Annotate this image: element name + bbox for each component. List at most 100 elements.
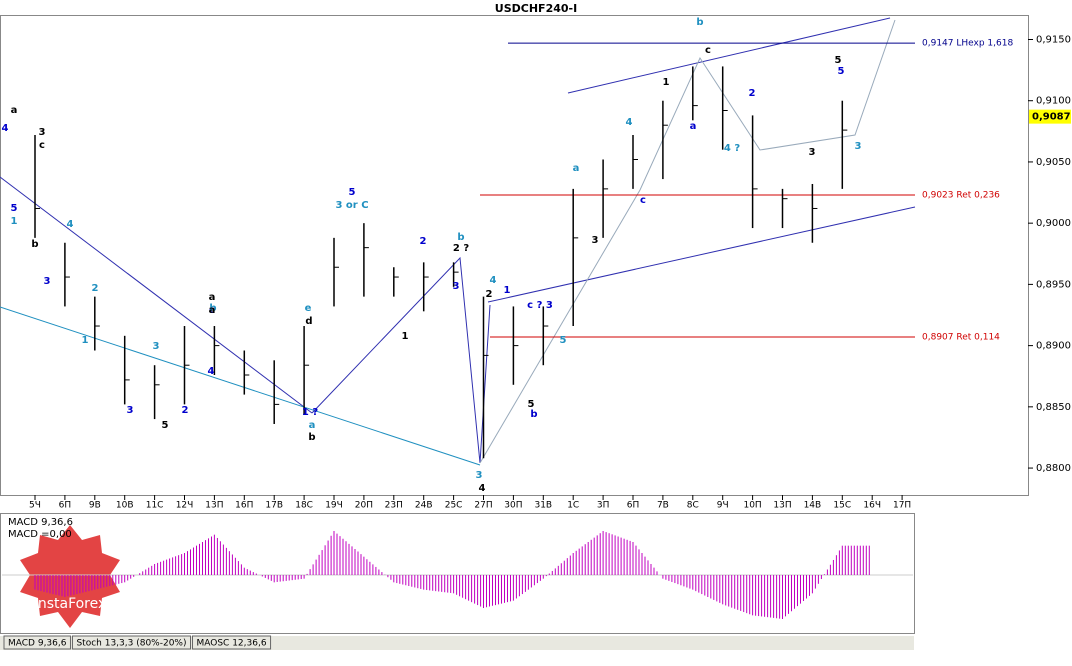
x-tick-label: 1С xyxy=(567,501,579,511)
x-tick-label: 9В xyxy=(89,501,101,511)
y-tick-label: 0,8900 xyxy=(1036,341,1071,352)
wave-label: 5 xyxy=(835,55,842,66)
y-tick-label: 0,8800 xyxy=(1036,463,1071,474)
x-tick-label: 13П xyxy=(205,501,223,511)
x-tick-label: 18С xyxy=(295,501,313,511)
wave-label: 1 xyxy=(504,285,511,296)
wave-label: 4 xyxy=(208,366,215,377)
level-label: 0,9023 Ret 0,236 xyxy=(922,191,1000,201)
wave-label: c xyxy=(705,45,711,56)
x-tick-label: 10В xyxy=(116,501,134,511)
indicator-tab[interactable]: MAOSC 12,36,6 xyxy=(197,639,267,649)
wave-label: 1 xyxy=(82,335,89,346)
wave-label: 3 xyxy=(153,341,160,352)
wave-label: 1 xyxy=(402,331,409,342)
wave-label: e xyxy=(305,303,312,314)
level-label: 0,8907 Ret 0,114 xyxy=(922,333,1000,343)
chart-title: USDCHF240-I xyxy=(495,2,577,15)
wave-label: 4 xyxy=(67,219,74,230)
wave-label: a xyxy=(11,105,18,116)
indicator-tab[interactable]: MACD 9,36,6 xyxy=(8,639,67,649)
wave-label: 3 xyxy=(44,276,51,287)
indicator-value: MACD =0,00 xyxy=(8,529,72,540)
wave-label: 2 ? xyxy=(453,243,469,254)
wave-label: 5 xyxy=(349,187,356,198)
x-tick-label: 20П xyxy=(355,501,373,511)
main-frame xyxy=(0,15,1029,496)
x-tick-label: 17В xyxy=(265,501,283,511)
wave-label: 3 xyxy=(855,141,862,152)
x-tick-label: 19Ч xyxy=(325,501,343,511)
wave-label: 4 xyxy=(626,117,633,128)
y-tick-label: 0,9150 xyxy=(1036,34,1071,45)
x-tick-label: 27П xyxy=(474,501,492,511)
y-tick-label: 0,8850 xyxy=(1036,402,1071,413)
wave-label: 3 xyxy=(476,470,483,481)
x-tick-label: 24В xyxy=(415,501,433,511)
x-tick-label: 12Ч xyxy=(176,501,194,511)
tab-border xyxy=(71,635,191,650)
x-tick-label: 15С xyxy=(833,501,851,511)
wave-label: 3 or C xyxy=(335,200,368,211)
wave-label: c xyxy=(640,195,646,206)
y-tick-label: 0,8950 xyxy=(1036,279,1071,290)
trend-line xyxy=(0,306,481,466)
y-tick-label: 0,9100 xyxy=(1036,96,1071,107)
wave-label: 5 xyxy=(162,420,169,431)
x-tick-label: 16Ч xyxy=(863,501,881,511)
indicator-tab[interactable]: Stoch 13,3,3 (80%-20%) xyxy=(76,639,186,649)
indicator-frame xyxy=(0,513,915,634)
x-tick-label: 7В xyxy=(657,501,669,511)
x-tick-label: 9Ч xyxy=(717,501,729,511)
last-price-box xyxy=(1029,109,1071,124)
wave-label: 5 xyxy=(560,335,567,346)
x-tick-label: 8С xyxy=(687,501,699,511)
x-tick-label: 17П xyxy=(893,501,911,511)
wave-label: 3 xyxy=(453,281,460,292)
wave-label: c xyxy=(209,305,215,316)
tab-bar xyxy=(0,636,914,650)
x-tick-label: 3П xyxy=(597,501,610,511)
wave-label: 5 xyxy=(11,203,18,214)
wave-label: 3 xyxy=(39,127,46,138)
wave-label: 4 xyxy=(490,275,497,286)
wave-label: c xyxy=(39,140,45,151)
x-tick-label: 30П xyxy=(504,501,522,511)
x-tick-label: 6П xyxy=(59,501,72,511)
x-tick-label: 14В xyxy=(804,501,822,511)
wave-label: c ? 3 xyxy=(527,300,553,311)
x-tick-label: 11С xyxy=(146,501,164,511)
x-tick-label: 5Ч xyxy=(29,501,41,511)
level-label: 0,9147 LHexp 1,618 xyxy=(922,39,1013,49)
wave-label: 1 ? xyxy=(302,407,318,418)
wave-label: a xyxy=(309,420,316,431)
logo-badge xyxy=(20,525,120,628)
wave-label: b xyxy=(457,232,464,243)
wave-label: b xyxy=(696,17,703,28)
trend-lines xyxy=(0,17,916,466)
wave-label: a xyxy=(209,305,216,316)
x-tick-label: 31В xyxy=(534,501,552,511)
wave-label: 3 xyxy=(127,405,134,416)
wave-label: 1 xyxy=(11,216,18,227)
x-tick-label: 23П xyxy=(385,501,403,511)
wave-label: 4 xyxy=(479,483,486,494)
x-tick-label: 6П xyxy=(627,501,640,511)
wave-label: b xyxy=(209,303,216,314)
trend-line xyxy=(0,176,313,414)
wave-line xyxy=(479,19,896,464)
wave-label: 2 xyxy=(92,283,99,294)
tab-border xyxy=(3,635,71,650)
trend-line xyxy=(487,206,916,303)
wave-label: 5 xyxy=(838,66,845,77)
trend-line xyxy=(567,17,891,94)
x-tick-label: 16П xyxy=(235,501,253,511)
wave-label: 2 xyxy=(420,236,427,247)
wave-label: 2 xyxy=(182,405,189,416)
y-tick-label: 0,9000 xyxy=(1036,218,1071,229)
wave-label: b xyxy=(31,239,38,250)
wave-label: d xyxy=(305,316,312,327)
wave-label: 3 xyxy=(809,147,816,158)
